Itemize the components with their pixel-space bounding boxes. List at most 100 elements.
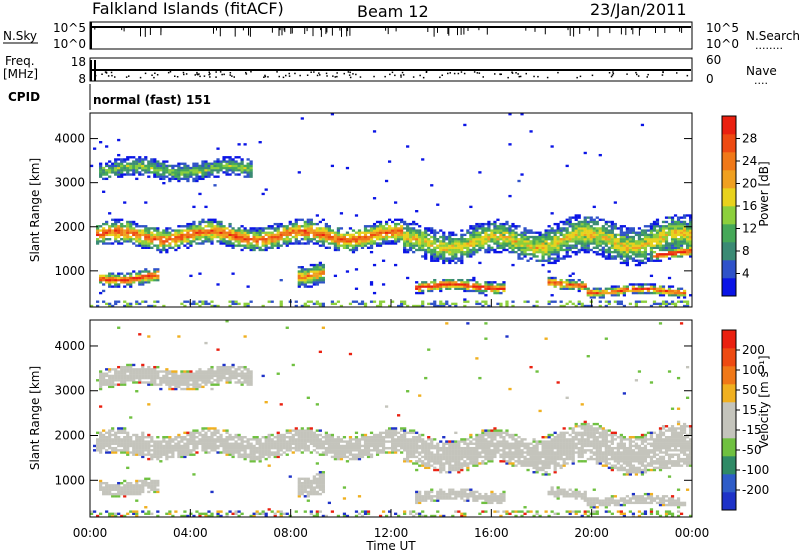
power-cell [571,244,575,247]
power-cell [135,169,139,172]
power-cell [640,250,645,254]
power-cell [670,227,675,230]
power-cell [583,283,587,286]
nave-dot [647,73,649,76]
power-cell [583,227,587,230]
power-cell [589,248,593,252]
power-cell [580,229,584,232]
power-cell [384,222,389,226]
power-cell [460,238,464,241]
power-cell [439,244,443,247]
power-cell [309,270,313,273]
velocity-cell [150,438,154,441]
power-cell [652,220,657,224]
power-cell [120,164,124,168]
power-cell [138,276,142,280]
velocity-cell [219,433,223,437]
power-cell [445,244,449,247]
power-cell [108,302,112,306]
velocity-cell [285,446,289,450]
power-cell [571,285,575,288]
velocity-cell [246,440,250,443]
velocity-cell [144,440,148,443]
velocity-cell [147,446,151,450]
power-cell [406,231,410,234]
velocity-cell [177,440,181,443]
velocity-cell [171,383,175,386]
power-cell [481,227,485,230]
power-cell [306,281,310,284]
power-cell [123,225,127,228]
velocity-cell [222,372,226,375]
power-cell [387,231,392,234]
velocity-cell [99,370,103,373]
power-cell [255,233,259,237]
power-cell [436,240,440,243]
velocity-cell [315,479,319,483]
power-cell [643,283,648,286]
power-cell [391,229,395,232]
velocity-cell [240,444,244,448]
power-cell [439,281,443,284]
nave-dot [635,71,637,74]
power-cell [135,276,139,280]
power-cell [102,227,106,230]
power-cell [529,244,533,247]
velocity-cell [183,438,187,441]
power-cell [345,242,350,245]
power-cell [655,259,660,262]
velocity-cell [147,370,151,373]
power-cell [652,287,657,290]
power-cell [478,235,482,239]
velocity-cell [117,444,121,448]
power-cell [640,259,645,262]
velocity-cell [237,451,241,454]
velocity-cell [258,451,262,454]
power-cell [433,235,437,239]
power-cell [204,164,208,168]
velocity-cell [219,438,223,441]
power-cell [141,166,145,170]
velocity-cell [180,372,184,375]
velocity-cell [210,490,214,494]
velocity-cell [192,379,196,382]
power-cell [544,235,548,239]
power-cell [451,259,455,262]
velocity-cell [120,490,124,494]
power-cell [658,235,663,239]
power-cell [649,291,654,295]
velocity-cell [114,383,118,386]
colorbar-tick-label: 28 [742,132,757,146]
power-cell [294,304,298,308]
velocity-cell [264,514,268,518]
power-cell [622,285,626,288]
power-cell [171,166,175,170]
power-cell [394,231,398,234]
power-cell [661,229,666,232]
power-cell [219,233,223,237]
power-cell [216,229,220,232]
power-cell [670,244,675,247]
power-cell [559,281,563,284]
power-cell [183,244,187,247]
power-cell [646,235,651,239]
velocity-cell [129,481,133,485]
power-cell [487,246,491,249]
velocity-cell [108,488,112,491]
power-cell [685,300,690,303]
velocity-cell [234,446,238,450]
power-cell [631,235,636,239]
velocity-cell [240,438,244,441]
velocity-cell [267,446,271,450]
power-cell [442,278,446,282]
velocity-cell [303,481,307,485]
power-cell [430,240,434,243]
power-cell [607,291,611,295]
power-cell [421,302,425,306]
velocity-cell [219,379,223,382]
power-cell [412,244,416,247]
power-cell [607,246,611,249]
velocity-cell [309,440,313,443]
power-cell [300,218,304,221]
power-cell [688,214,693,217]
